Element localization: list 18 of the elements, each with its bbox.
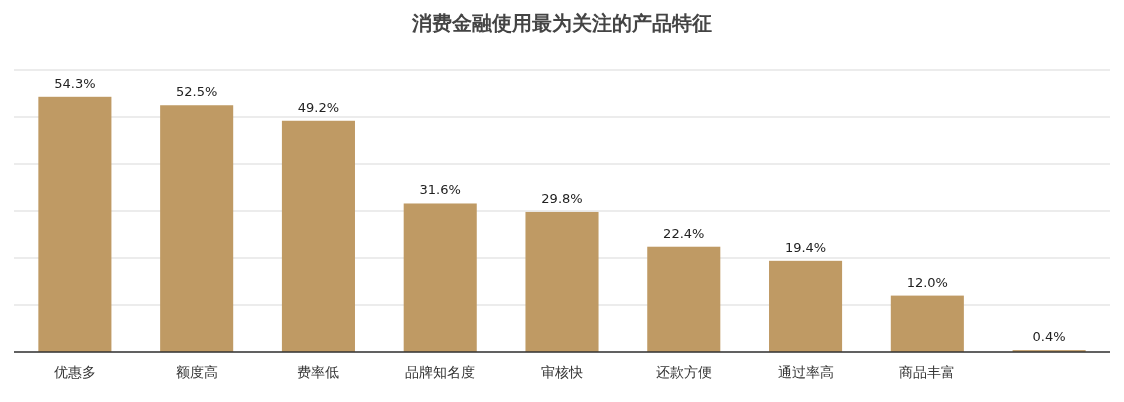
- x-tick-label: 还款方便: [655, 364, 712, 380]
- x-tick-label: 额度高: [175, 364, 218, 380]
- x-tick-label: 费率低: [297, 364, 340, 380]
- data-label: 12.0%: [906, 274, 948, 290]
- data-label: 49.2%: [297, 99, 340, 115]
- data-label: 19.4%: [784, 239, 827, 255]
- x-tick-label: 品牌知名度: [405, 364, 476, 380]
- data-label: 29.8%: [541, 190, 583, 206]
- x-tick-label: 优惠多: [53, 364, 96, 380]
- x-tick-label: 商品丰富: [899, 364, 956, 380]
- data-label: 22.4%: [663, 225, 705, 241]
- x-tick-label: 审核快: [541, 364, 583, 380]
- data-label: 31.6%: [419, 182, 461, 198]
- chart-title: 消费金融使用最为关注的产品特征: [411, 11, 712, 35]
- data-label: 0.4%: [1032, 329, 1066, 345]
- x-tick-label: 通过率高: [777, 364, 834, 380]
- data-label: 54.3%: [54, 75, 96, 91]
- data-label: 52.5%: [176, 84, 218, 100]
